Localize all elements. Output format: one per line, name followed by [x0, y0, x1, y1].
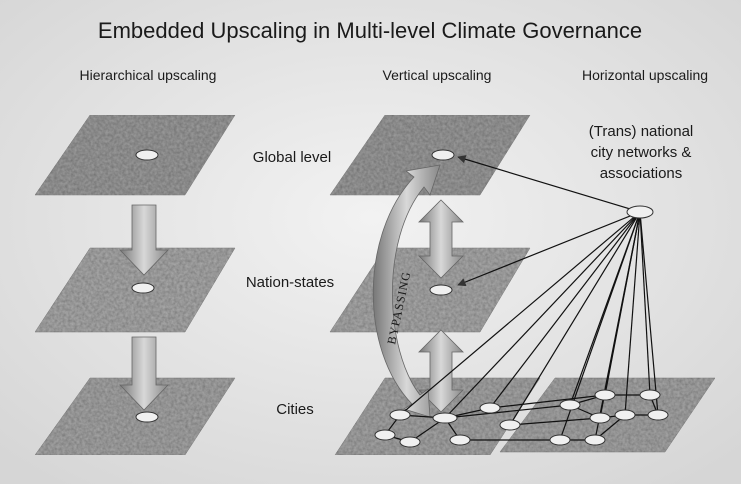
node — [648, 410, 668, 420]
title: Embedded Upscaling in Multi-level Climat… — [98, 18, 642, 43]
node — [450, 435, 470, 445]
node — [595, 390, 615, 400]
node — [585, 435, 605, 445]
node — [500, 420, 520, 430]
column-header: Hierarchical upscaling — [80, 67, 217, 83]
column-header: Vertical upscaling — [383, 67, 492, 83]
level-label: Nation-states — [246, 274, 334, 291]
node — [480, 403, 500, 413]
node — [390, 410, 410, 420]
level-label: Cities — [276, 401, 314, 418]
page: BYPASSING — [0, 0, 741, 484]
hub-node — [627, 206, 653, 218]
node — [432, 150, 454, 160]
node — [400, 437, 420, 447]
level-label: Global level — [253, 149, 331, 166]
node — [560, 400, 580, 410]
node — [615, 410, 635, 420]
node — [375, 430, 395, 440]
node — [136, 412, 158, 422]
diagram: BYPASSING — [0, 0, 741, 484]
node — [433, 413, 457, 423]
network-label: (Trans) national — [589, 123, 694, 140]
node — [136, 150, 158, 160]
node — [590, 413, 610, 423]
network-label: city networks & — [591, 144, 692, 161]
node — [430, 285, 452, 295]
node — [640, 390, 660, 400]
node — [550, 435, 570, 445]
column-header: Horizontal upscaling — [582, 67, 708, 83]
network-label: associations — [600, 165, 683, 182]
node — [132, 283, 154, 293]
